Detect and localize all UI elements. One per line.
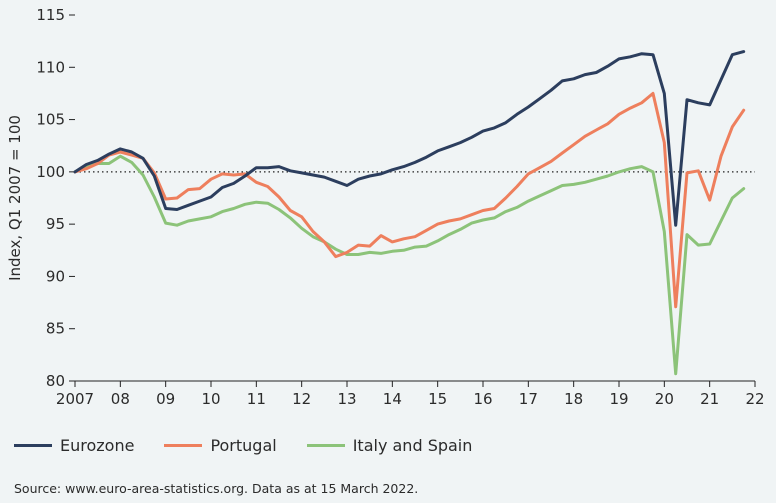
line-chart: 80 85 90 95 100 105 110 115 2007 08 09 10 11 12 13 14 1… [6,6,765,408]
y-axis-ticks: 80 85 90 95 100 105 110 115 [36,6,75,390]
legend-item: Eurozone [14,436,134,455]
legend: Eurozone Portugal Italy and Spain [14,436,502,455]
series-lines [73,50,746,376]
x-tick-label: 15 [428,390,447,408]
x-tick-label: 16 [473,390,492,408]
legend-swatch [164,444,203,447]
y-tick-label: 90 [46,267,65,285]
x-tick-label: 12 [292,390,311,408]
x-tick-label: 17 [519,390,538,408]
y-tick-label: 80 [46,372,65,390]
y-tick-label: 105 [36,111,65,129]
series-line-italy-and-spain [73,154,746,376]
y-tick-label: 85 [46,320,65,338]
legend-label: Italy and Spain [352,436,473,455]
legend-item: Italy and Spain [306,436,473,455]
x-tick-label: 22 [745,390,764,408]
y-tick-label: 100 [36,163,65,181]
x-tick-label: 13 [337,390,356,408]
x-tick-label: 21 [700,390,719,408]
y-tick-label: 110 [36,58,65,76]
x-tick-label: 18 [564,390,583,408]
x-tick-label: 08 [111,390,130,408]
y-tick-label: 95 [46,215,65,233]
legend-swatch [306,444,345,447]
x-tick-label: 20 [655,390,674,408]
legend-label: Eurozone [60,436,135,455]
x-tick-label: 2007 [56,390,94,408]
legend-label: Portugal [210,436,277,455]
series-line-eurozone [73,50,746,227]
series-line-portugal [73,91,746,309]
x-tick-label: 11 [247,390,266,408]
x-axis-ticks: 2007 08 09 10 11 12 13 14 15 16 17 18 19 20 21 22 [56,381,765,408]
x-tick-label: 09 [156,390,175,408]
x-tick-label: 14 [383,390,402,408]
source-note: Source: www.euro-area-statistics.org. Da… [14,481,419,496]
y-axis-label: Index, Q1 2007 = 100 [6,115,24,281]
legend-item: Portugal [164,436,277,455]
y-tick-label: 115 [36,6,65,24]
legend-swatch [14,444,52,447]
x-tick-label: 10 [201,390,220,408]
x-tick-label: 19 [609,390,628,408]
